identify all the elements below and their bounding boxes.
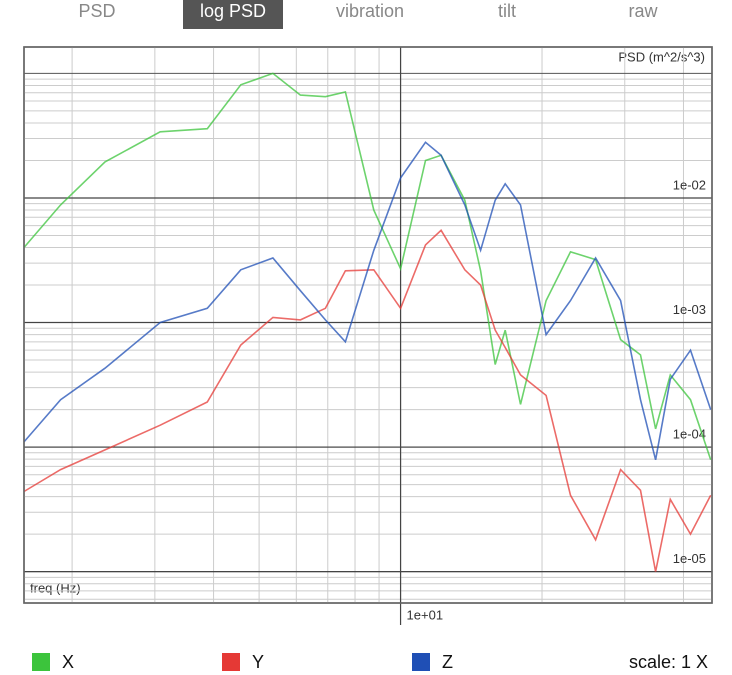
series-line bbox=[23, 141, 712, 460]
legend-swatch bbox=[222, 653, 240, 671]
legend-swatch bbox=[32, 653, 50, 671]
tab[interactable]: log PSD bbox=[200, 1, 266, 21]
y-tick-label: 1e-02 bbox=[673, 177, 706, 192]
legend-label: X bbox=[62, 652, 74, 672]
y-tick-label: 1e-04 bbox=[673, 427, 706, 442]
tab[interactable]: tilt bbox=[498, 1, 516, 21]
plot-frame bbox=[23, 46, 713, 604]
tab[interactable]: vibration bbox=[336, 1, 404, 21]
legend-swatch bbox=[412, 653, 430, 671]
x-axis-label: freq (Hz) bbox=[30, 580, 81, 595]
legend-label: Z bbox=[442, 652, 453, 672]
x-tick-label: 1e+01 bbox=[407, 607, 444, 622]
legend-label: Y bbox=[252, 652, 264, 672]
y-axis-label: PSD (m^2/s^3) bbox=[618, 49, 705, 64]
tab[interactable]: PSD bbox=[78, 1, 115, 21]
tab[interactable]: raw bbox=[628, 1, 658, 21]
tab-selected-bg bbox=[183, 0, 283, 29]
series-line bbox=[23, 229, 712, 572]
scale-label: scale: 1 X bbox=[629, 652, 708, 672]
plot-area bbox=[23, 46, 713, 604]
y-tick-label: 1e-05 bbox=[673, 551, 706, 566]
y-tick-label: 1e-03 bbox=[673, 302, 706, 317]
